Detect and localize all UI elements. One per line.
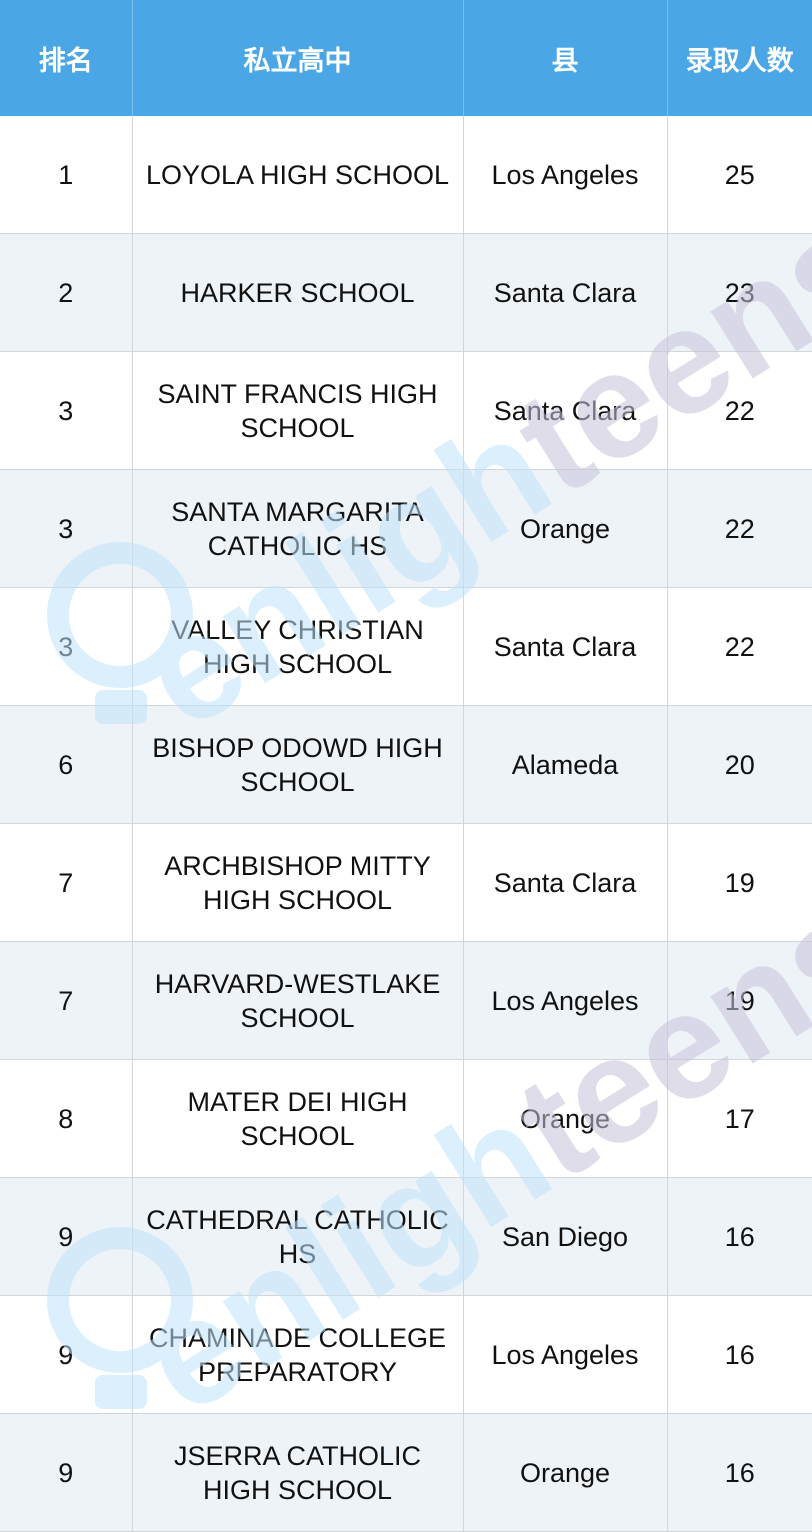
rank-cell: 7 (0, 823, 133, 942)
admitted-cell: 23 (667, 233, 812, 352)
school-cell: LOYOLA HIGH SCHOOL (132, 116, 464, 234)
rank-cell: 9 (0, 1413, 133, 1532)
table-row: 9 JSERRA CATHOLIC HIGH SCHOOL Orange 16 (0, 1413, 812, 1532)
rank-cell: 3 (0, 587, 133, 706)
table-row: 2 HARKER SCHOOL Santa Clara 23 (0, 233, 812, 352)
county-cell: Los Angeles (463, 116, 668, 234)
table-row: 9 CHAMINADE COLLEGE PREPARATORY Los Ange… (0, 1295, 812, 1414)
school-cell: ARCHBISHOP MITTY HIGH SCHOOL (132, 823, 464, 942)
rank-cell: 7 (0, 941, 133, 1060)
admitted-cell: 22 (667, 351, 812, 470)
header-county: 县 (463, 0, 668, 116)
table-row: 3 SANTA MARGARITA CATHOLIC HS Orange 22 (0, 469, 812, 588)
table-row: 3 VALLEY CHRISTIAN HIGH SCHOOL Santa Cla… (0, 587, 812, 706)
school-cell: BISHOP ODOWD HIGH SCHOOL (132, 705, 464, 824)
school-cell: SAINT FRANCIS HIGH SCHOOL (132, 351, 464, 470)
county-cell: Santa Clara (463, 823, 668, 942)
rank-cell: 1 (0, 116, 133, 234)
school-cell: CATHEDRAL CATHOLIC HS (132, 1177, 464, 1296)
admitted-cell: 25 (667, 116, 812, 234)
table-header: 排名 私立高中 县 录取人数 (0, 0, 812, 116)
admitted-cell: 19 (667, 823, 812, 942)
header-admitted: 录取人数 (667, 0, 812, 116)
county-cell: Orange (463, 469, 668, 588)
admitted-cell: 17 (667, 1059, 812, 1178)
school-cell: JSERRA CATHOLIC HIGH SCHOOL (132, 1413, 464, 1532)
table-row: 8 MATER DEI HIGH SCHOOL Orange 17 (0, 1059, 812, 1178)
county-cell: Los Angeles (463, 941, 668, 1060)
school-cell: HARVARD-WESTLAKE SCHOOL (132, 941, 464, 1060)
admitted-cell: 22 (667, 587, 812, 706)
rank-cell: 6 (0, 705, 133, 824)
school-cell: MATER DEI HIGH SCHOOL (132, 1059, 464, 1178)
rank-cell: 9 (0, 1177, 133, 1296)
rank-cell: 8 (0, 1059, 133, 1178)
table-row: 6 BISHOP ODOWD HIGH SCHOOL Alameda 20 (0, 705, 812, 824)
county-cell: Alameda (463, 705, 668, 824)
school-cell: CHAMINADE COLLEGE PREPARATORY (132, 1295, 464, 1414)
school-cell: HARKER SCHOOL (132, 233, 464, 352)
table-row: 9 CATHEDRAL CATHOLIC HS San Diego 16 (0, 1177, 812, 1296)
table-row: 1 LOYOLA HIGH SCHOOL Los Angeles 25 (0, 116, 812, 234)
county-cell: Orange (463, 1059, 668, 1178)
school-cell: SANTA MARGARITA CATHOLIC HS (132, 469, 464, 588)
rank-cell: 2 (0, 233, 133, 352)
admitted-cell: 20 (667, 705, 812, 824)
school-cell: VALLEY CHRISTIAN HIGH SCHOOL (132, 587, 464, 706)
rank-cell: 3 (0, 351, 133, 470)
county-cell: Santa Clara (463, 587, 668, 706)
county-cell: Orange (463, 1413, 668, 1532)
admitted-cell: 19 (667, 941, 812, 1060)
county-cell: Los Angeles (463, 1295, 668, 1414)
admitted-cell: 16 (667, 1177, 812, 1296)
header-school: 私立高中 (132, 0, 464, 116)
rank-cell: 9 (0, 1295, 133, 1414)
table-body: 1 LOYOLA HIGH SCHOOL Los Angeles 25 2 HA… (0, 116, 812, 1532)
header-rank: 排名 (0, 0, 133, 116)
header-row: 排名 私立高中 县 录取人数 (0, 0, 812, 116)
table-row: 3 SAINT FRANCIS HIGH SCHOOL Santa Clara … (0, 351, 812, 470)
county-cell: Santa Clara (463, 351, 668, 470)
rank-cell: 3 (0, 469, 133, 588)
admitted-cell: 16 (667, 1295, 812, 1414)
county-cell: Santa Clara (463, 233, 668, 352)
table-row: 7 HARVARD-WESTLAKE SCHOOL Los Angeles 19 (0, 941, 812, 1060)
table-row: 7 ARCHBISHOP MITTY HIGH SCHOOL Santa Cla… (0, 823, 812, 942)
county-cell: San Diego (463, 1177, 668, 1296)
admitted-cell: 16 (667, 1413, 812, 1532)
admitted-cell: 22 (667, 469, 812, 588)
